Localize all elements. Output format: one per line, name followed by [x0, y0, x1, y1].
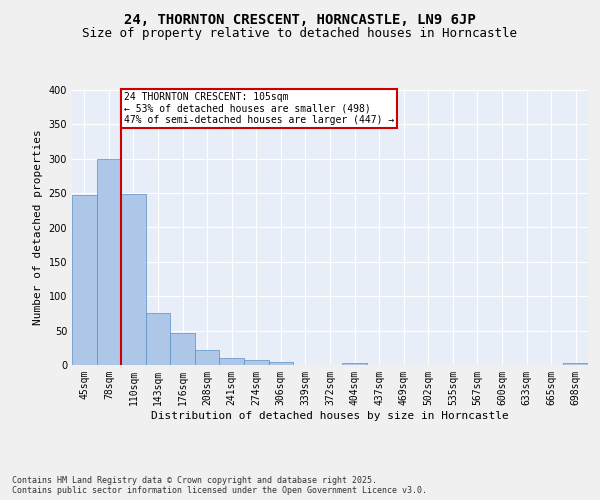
- Text: Size of property relative to detached houses in Horncastle: Size of property relative to detached ho…: [83, 28, 517, 40]
- Text: 24 THORNTON CRESCENT: 105sqm
← 53% of detached houses are smaller (498)
47% of s: 24 THORNTON CRESCENT: 105sqm ← 53% of de…: [124, 92, 394, 126]
- Bar: [220, 358, 244, 365]
- Bar: [195, 350, 220, 365]
- X-axis label: Distribution of detached houses by size in Horncastle: Distribution of detached houses by size …: [151, 410, 509, 420]
- Bar: [97, 159, 121, 365]
- Text: 24, THORNTON CRESCENT, HORNCASTLE, LN9 6JP: 24, THORNTON CRESCENT, HORNCASTLE, LN9 6…: [124, 12, 476, 26]
- Bar: [72, 195, 97, 365]
- Bar: [563, 363, 588, 365]
- Bar: [146, 313, 170, 365]
- Y-axis label: Number of detached properties: Number of detached properties: [33, 130, 43, 326]
- Bar: [121, 194, 146, 365]
- Bar: [170, 332, 195, 365]
- Bar: [342, 363, 367, 365]
- Bar: [269, 362, 293, 365]
- Text: Contains HM Land Registry data © Crown copyright and database right 2025.
Contai: Contains HM Land Registry data © Crown c…: [12, 476, 427, 495]
- Bar: [244, 360, 269, 365]
